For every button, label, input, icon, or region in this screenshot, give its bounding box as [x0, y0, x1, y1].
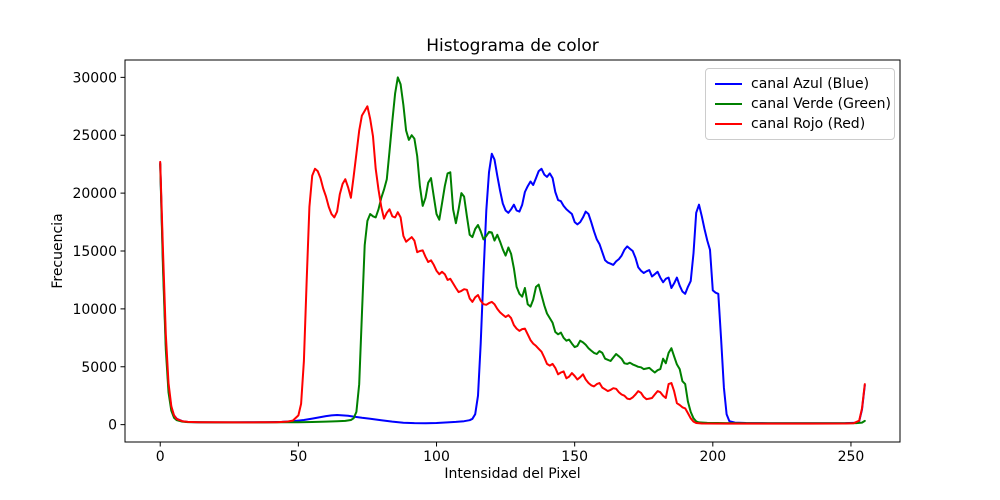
y-tick-label: 10000 [72, 302, 117, 318]
y-tick-label: 25000 [72, 128, 117, 144]
legend-item-green: canal Verde (Green) [715, 94, 891, 114]
x-tick-label: 100 [423, 449, 450, 465]
chart-title: Histograma de color [426, 36, 599, 56]
y-tick-label: 30000 [72, 70, 117, 86]
legend: canal Azul (Blue) canal Verde (Green) ca… [705, 68, 895, 140]
legend-item-red: canal Rojo (Red) [715, 114, 885, 134]
y-tick-label: 15000 [72, 244, 117, 260]
y-tick-label: 5000 [81, 360, 117, 376]
series-line-canal-azul-blue- [159, 152, 866, 425]
red-line-swatch [715, 123, 742, 125]
x-tick-label: 0 [156, 449, 165, 465]
y-tick-label: 20000 [72, 186, 117, 202]
legend-label-green: canal Verde (Green) [751, 96, 891, 112]
x-tick-label: 150 [561, 449, 588, 465]
x-tick-label: 250 [838, 449, 865, 465]
blue-line-swatch [715, 83, 742, 85]
x-tick-label: 50 [289, 449, 307, 465]
y-tick-label: 0 [108, 418, 117, 434]
legend-label-red: canal Rojo (Red) [751, 116, 866, 132]
legend-label-blue: canal Azul (Blue) [751, 76, 870, 92]
legend-item-blue: canal Azul (Blue) [715, 74, 885, 94]
series-line-canal-rojo-red- [159, 105, 866, 425]
green-line-swatch [715, 103, 742, 105]
x-tick-label: 200 [699, 449, 726, 465]
y-axis-label: Frecuencia [50, 213, 66, 289]
x-axis-label: Intensidad del Pixel [444, 466, 581, 482]
series-line-canal-verde-green- [159, 76, 866, 425]
